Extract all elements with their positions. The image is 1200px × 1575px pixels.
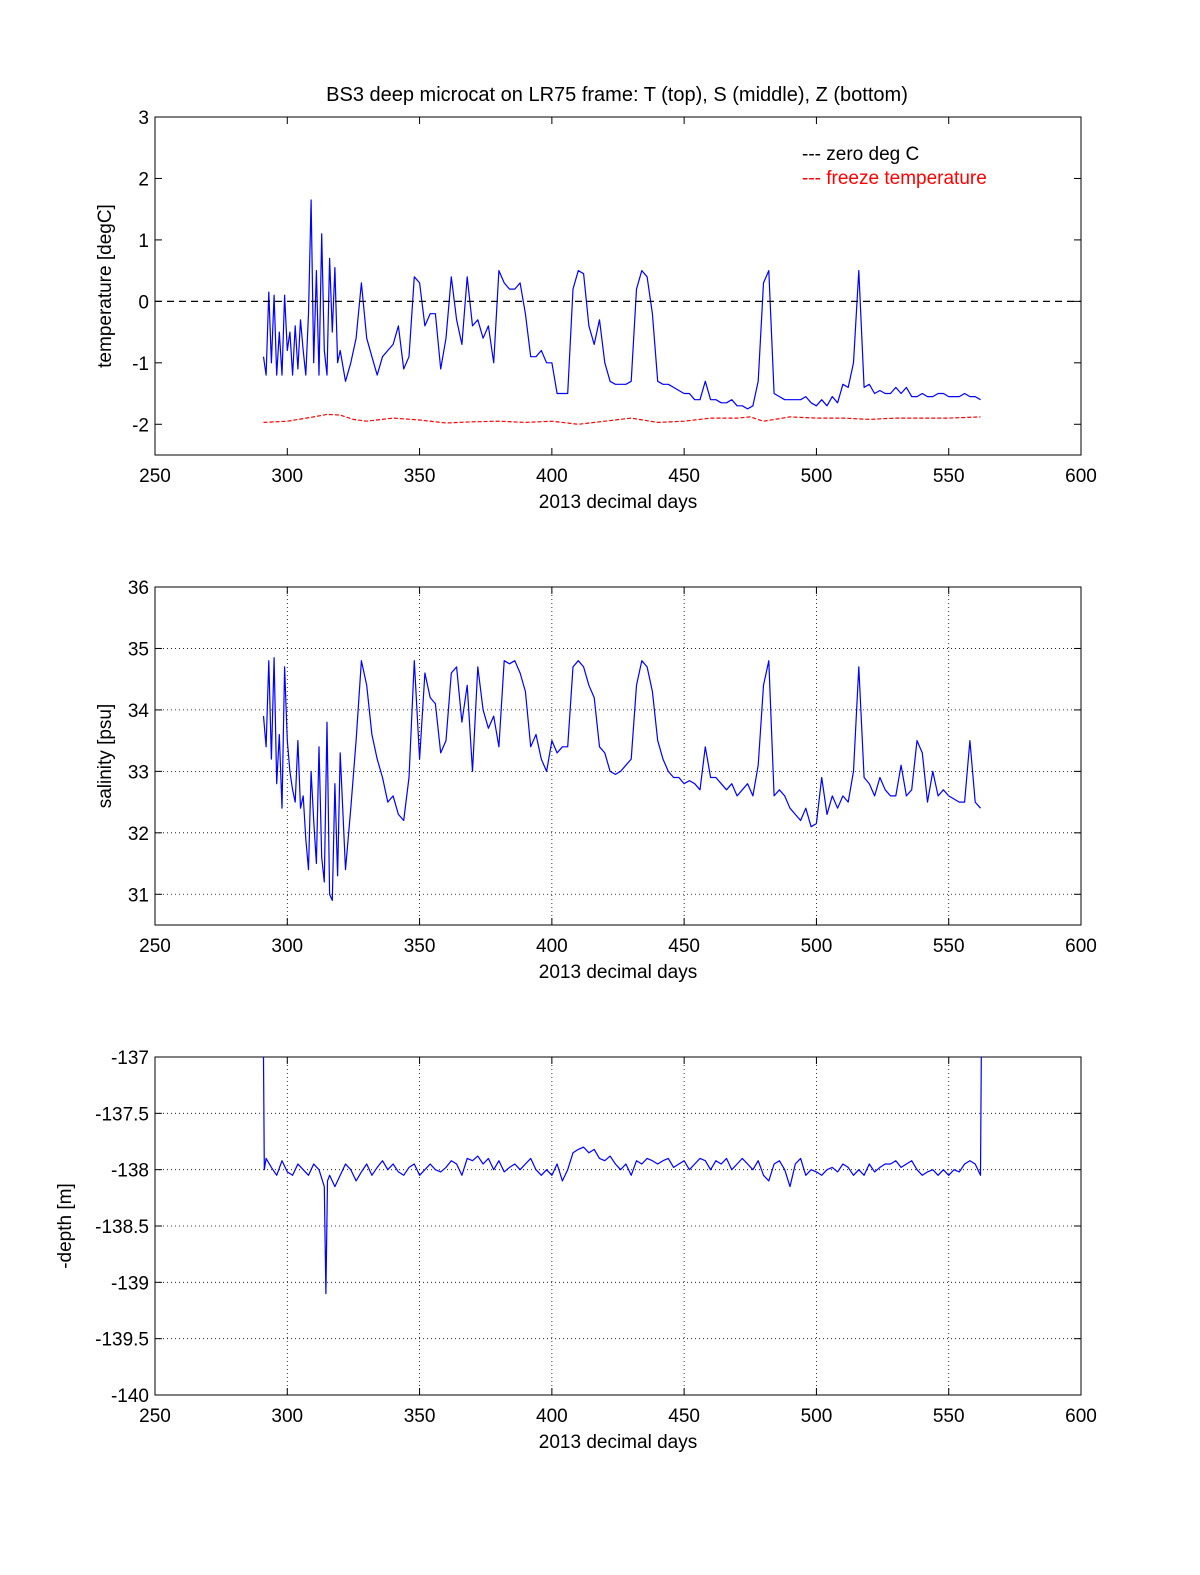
freeze-temperature-line: [263, 413, 981, 425]
x-tick-label: 350: [404, 466, 436, 487]
depth-line: [262, 1056, 982, 1295]
temperature-panel: 250 300 350 400 450 500 550 600 -2 -1 0 1 2 3 2013 dec…: [95, 108, 1097, 513]
legend-entry: --- zero deg C: [802, 144, 919, 165]
y-tick-label: -139: [111, 1273, 149, 1294]
x-tick-label: 550: [933, 936, 965, 957]
x-tick-label: 350: [404, 936, 436, 957]
salinity-line: [262, 657, 981, 902]
salinity-panel: 250 300 350 400 450 500 550 600 31 32 33 34 35 36 2013…: [95, 578, 1097, 983]
x-tick-label: 600: [1065, 936, 1097, 957]
y-tick-label: 3: [138, 108, 149, 129]
x-tick-label: 500: [801, 936, 833, 957]
y-tick-label: 33: [128, 762, 149, 783]
x-tick-label: 400: [536, 466, 568, 487]
x-tick-label: 600: [1065, 1406, 1097, 1427]
x-tick-label: 450: [668, 1406, 700, 1427]
x-axis-label: 2013 decimal days: [539, 1432, 697, 1453]
y-tick-label: -140: [111, 1386, 149, 1407]
y-tick-label: 0: [138, 292, 149, 313]
y-tick-label: 34: [128, 701, 150, 722]
x-tick-label: 350: [404, 1406, 436, 1427]
y-tick-label: 31: [128, 885, 149, 906]
y-tick-label: -138: [111, 1161, 149, 1182]
y-tick-label: 1: [138, 231, 149, 252]
y-tick-label: 36: [128, 578, 149, 599]
x-tick-label: 300: [271, 1406, 303, 1427]
y-tick-label: 2: [138, 169, 149, 190]
y-tick-label: -1: [132, 354, 149, 375]
x-tick-label: 250: [139, 466, 171, 487]
depth-panel: 250 300 350 400 450 500 550 600 -140 -139.5 -139 -1…: [55, 1048, 1097, 1453]
y-tick-label: -137: [111, 1048, 149, 1069]
x-axis-label: 2013 decimal days: [539, 492, 697, 513]
y-tick-label: -137.5: [95, 1104, 149, 1125]
x-tick-label: 550: [933, 466, 965, 487]
x-tick-label: 300: [271, 466, 303, 487]
y-tick-label: 32: [128, 824, 149, 845]
x-tick-label: 250: [139, 936, 171, 957]
x-tick-label: 500: [801, 1406, 833, 1427]
y-axis-label: salinity [psu]: [95, 704, 116, 809]
axes-box: [154, 586, 1082, 926]
legend-entry: --- freeze temperature: [802, 168, 987, 189]
x-tick-label: 600: [1065, 466, 1097, 487]
y-tick-label: -2: [132, 415, 149, 436]
x-tick-label: 300: [271, 936, 303, 957]
axes-box: [154, 1056, 1082, 1396]
y-tick-label: 35: [128, 639, 149, 660]
x-tick-label: 450: [668, 466, 700, 487]
x-tick-label: 400: [536, 936, 568, 957]
x-axis-label: 2013 decimal days: [539, 962, 697, 983]
x-tick-label: 450: [668, 936, 700, 957]
axes-box: [154, 116, 1082, 456]
x-tick-label: 500: [801, 466, 833, 487]
x-tick-label: 550: [933, 1406, 965, 1427]
y-axis-label: temperature [degC]: [95, 204, 116, 368]
temperature-line: [262, 199, 981, 410]
x-tick-label: 250: [139, 1406, 171, 1427]
y-axis-label: -depth [m]: [55, 1183, 76, 1269]
y-tick-label: -138.5: [95, 1217, 149, 1238]
figure-title: BS3 deep microcat on LR75 frame: T (top)…: [326, 84, 908, 106]
x-tick-label: 400: [536, 1406, 568, 1427]
y-tick-label: -139.5: [95, 1330, 149, 1351]
